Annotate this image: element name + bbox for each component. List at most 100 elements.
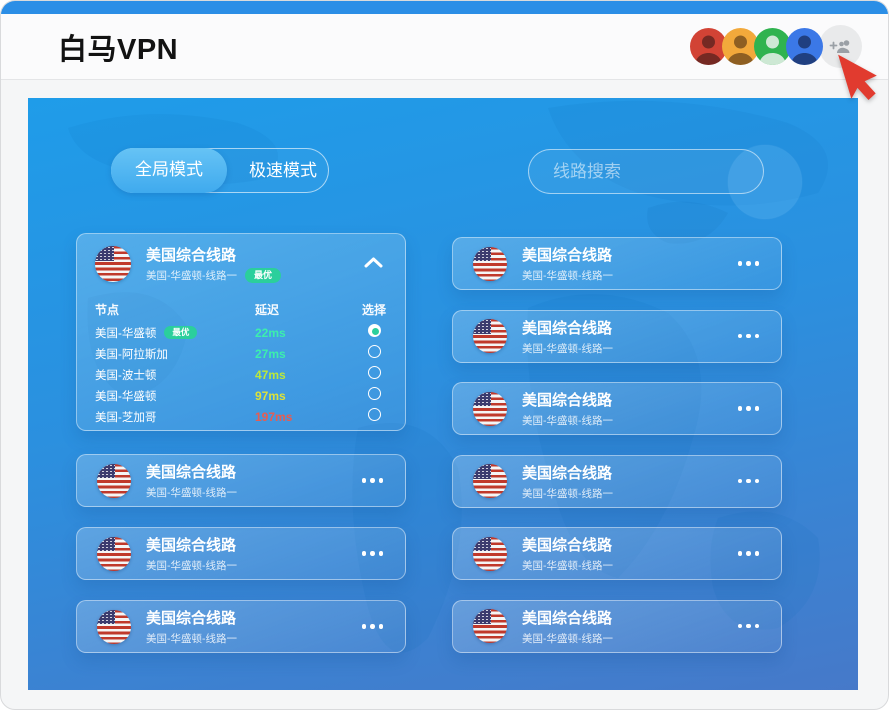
avatar-1[interactable] xyxy=(690,28,727,65)
line-card[interactable]: 美国综合线路 美国-华盛顿-线路一 xyxy=(452,309,782,363)
card-title: 美国综合线路 xyxy=(522,392,613,409)
node-radio[interactable] xyxy=(367,344,381,358)
card-subtitle: 美国-华盛顿-线路一 xyxy=(522,415,613,427)
column-latency: 延迟 xyxy=(255,302,280,317)
more-options-button[interactable] xyxy=(736,328,762,345)
avatar-4[interactable] xyxy=(786,28,823,65)
card-subtitle: 美国-华盛顿-线路一 xyxy=(522,560,613,572)
node-radio[interactable] xyxy=(367,386,381,400)
line-card[interactable]: 美国综合线路 美国-华盛顿-线路一 xyxy=(76,600,406,653)
node-name: 美国-华盛顿 xyxy=(95,390,157,403)
line-card[interactable]: 美国综合线路 美国-华盛顿-线路一 xyxy=(452,454,782,508)
main-panel: 全局模式 极速模式 美国综合线路 美国-华盛顿-线路一 最优 xyxy=(28,98,858,690)
best-badge: 最优 xyxy=(245,268,282,283)
card-title: 美国综合线路 xyxy=(522,247,613,264)
card-subtitle: 美国-华盛顿-线路一 xyxy=(522,342,613,355)
us-flag-icon xyxy=(95,245,131,282)
node-radio[interactable] xyxy=(367,407,381,421)
search-input[interactable] xyxy=(553,161,774,182)
more-options-button[interactable] xyxy=(360,472,386,489)
more-options-button[interactable] xyxy=(360,618,386,635)
node-name: 美国-波士顿 xyxy=(95,369,157,382)
card-titles: 美国综合线路 美国-华盛顿-线路一 最优 xyxy=(146,244,282,283)
more-options-button[interactable] xyxy=(360,545,386,562)
node-table-header: 节点 延迟 选择 xyxy=(95,300,387,318)
person-silhouette-icon xyxy=(695,35,722,65)
line-card[interactable]: 美国综合线路 美国-华盛顿-线路一 xyxy=(452,599,782,653)
line-card[interactable]: 美国综合线路 美国-华盛顿-线路一 xyxy=(76,454,406,507)
person-silhouette-icon xyxy=(791,35,818,65)
us-flag-icon xyxy=(473,464,507,498)
right-column: 美国综合线路 美国-华盛顿-线路一 美国综合线路 美国-华盛顿-线路一 美国综合… xyxy=(452,237,782,672)
chevron-up-icon xyxy=(364,257,383,267)
column-node: 节点 xyxy=(95,302,120,317)
us-flag-icon xyxy=(97,536,131,571)
node-table: 节点 延迟 选择 美国-华盛顿 最优 22ms 美国-阿拉斯加 xyxy=(95,300,387,427)
us-flag-icon xyxy=(473,609,507,643)
avatar-2[interactable] xyxy=(722,28,759,65)
node-row[interactable]: 美国-华盛顿 最优 22ms xyxy=(95,322,387,343)
us-flag-icon xyxy=(97,463,131,498)
card-title: 美国综合线路 xyxy=(522,319,613,337)
node-latency: 197ms xyxy=(255,409,293,424)
us-flag-icon xyxy=(97,609,131,644)
more-options-button[interactable] xyxy=(736,473,762,490)
add-member-button[interactable] xyxy=(819,25,862,68)
card-subtitle: 美国-华盛顿-线路一 xyxy=(146,560,237,572)
mode-toggle: 全局模式 极速模式 xyxy=(111,148,329,193)
avatar-stack xyxy=(690,25,862,68)
node-radio[interactable] xyxy=(367,365,381,379)
node-name: 美国-芝加哥 xyxy=(95,411,157,424)
best-badge: 最优 xyxy=(164,325,198,340)
more-options-button[interactable] xyxy=(736,400,762,417)
node-latency: 47ms xyxy=(255,367,286,382)
line-card[interactable]: 美国综合线路 美国-华盛顿-线路一 xyxy=(452,527,782,580)
line-card[interactable]: 美国综合线路 美国-华盛顿-线路一 xyxy=(76,527,406,580)
card-subtitle: 美国-华盛顿-线路一 xyxy=(146,633,237,645)
person-silhouette-icon xyxy=(759,35,786,65)
more-options-button[interactable] xyxy=(736,545,762,562)
node-name: 美国-华盛顿 最优 xyxy=(95,325,255,341)
card-subtitle: 美国-华盛顿-线路一 xyxy=(522,487,613,500)
node-row[interactable]: 美国-阿拉斯加 27ms xyxy=(95,343,387,364)
app-title: 白马VPN xyxy=(58,33,179,66)
us-flag-icon xyxy=(473,536,507,571)
node-radio-selected[interactable] xyxy=(367,323,381,337)
node-row[interactable]: 美国-波士顿 47ms xyxy=(95,364,387,385)
more-options-button[interactable] xyxy=(736,255,762,272)
search-box[interactable] xyxy=(528,149,774,194)
card-subtitle: 美国-华盛顿-线路一 xyxy=(522,632,613,645)
expanded-card-header: 美国综合线路 美国-华盛顿-线路一 最优 xyxy=(95,244,387,283)
avatar-3[interactable] xyxy=(754,28,791,65)
card-title: 美国综合线路 xyxy=(146,537,237,554)
collapse-button[interactable] xyxy=(360,251,387,277)
left-column: 美国综合线路 美国-华盛顿-线路一 最优 节点 xyxy=(76,233,406,673)
more-options-button[interactable] xyxy=(736,618,762,635)
card-subtitle-text: 美国-华盛顿-线路一 xyxy=(146,270,237,282)
node-row[interactable]: 美国-华盛顿 97ms xyxy=(95,385,387,406)
card-title: 美国综合线路 xyxy=(146,464,237,481)
node-name: 美国-阿拉斯加 xyxy=(95,348,168,361)
card-title: 美国综合线路 xyxy=(146,247,237,264)
us-flag-icon xyxy=(473,319,507,353)
window-accent-bar xyxy=(1,1,888,14)
expanded-line-card[interactable]: 美国综合线路 美国-华盛顿-线路一 最优 节点 xyxy=(76,233,406,431)
line-card[interactable]: 美国综合线路 美国-华盛顿-线路一 xyxy=(452,237,782,290)
card-title: 美国综合线路 xyxy=(146,610,237,627)
person-silhouette-icon xyxy=(727,35,754,65)
person-add-icon xyxy=(829,39,849,53)
node-row[interactable]: 美国-芝加哥 197ms xyxy=(95,406,387,427)
card-subtitle: 美国-华盛顿-线路一 xyxy=(146,487,237,499)
line-card[interactable]: 美国综合线路 美国-华盛顿-线路一 xyxy=(452,382,782,435)
app-header: 白马VPN xyxy=(1,14,888,80)
node-latency: 27ms xyxy=(255,346,286,361)
node-latency: 97ms xyxy=(255,388,286,403)
card-subtitle: 美国-华盛顿-线路一 最优 xyxy=(146,268,282,283)
tab-global-mode[interactable]: 全局模式 xyxy=(111,148,227,193)
tab-speed-mode[interactable]: 极速模式 xyxy=(249,161,317,180)
card-title: 美国综合线路 xyxy=(522,609,613,627)
card-title: 美国综合线路 xyxy=(522,464,613,482)
card-subtitle: 美国-华盛顿-线路一 xyxy=(522,270,613,282)
us-flag-icon xyxy=(473,391,507,426)
